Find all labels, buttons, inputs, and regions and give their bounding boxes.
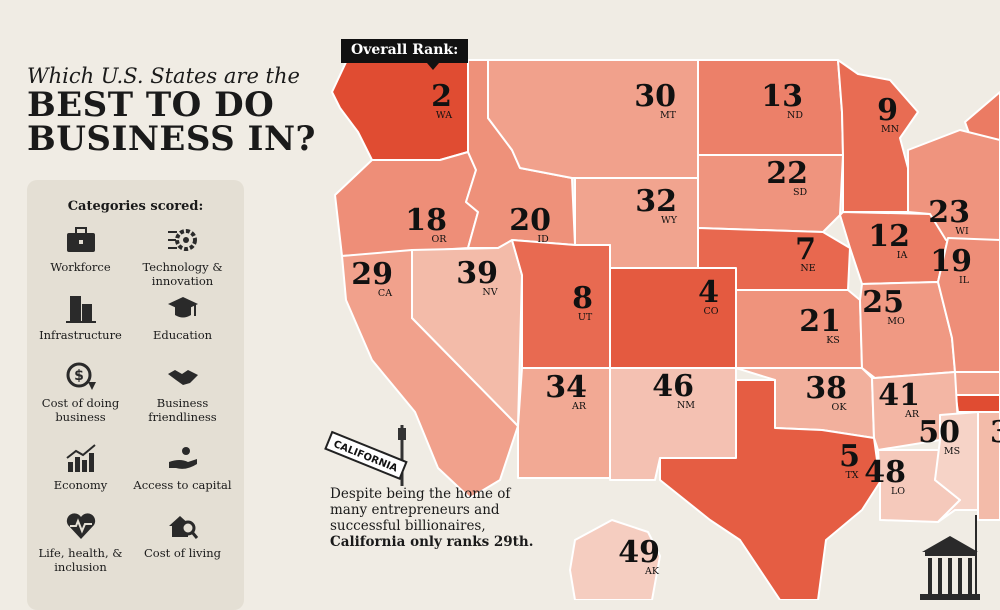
state-abbr-9: AR	[571, 401, 587, 412]
state-abbr-0: WA	[436, 110, 452, 121]
state-abbr-22: WI	[955, 226, 969, 237]
gear-circuit-icon	[167, 229, 197, 251]
state-abbr-23: IL	[959, 275, 970, 286]
overall-rank-badge: Overall Rank:	[341, 39, 469, 70]
state-abbr-6: WY	[661, 215, 678, 226]
svg-text:$: $	[74, 368, 84, 384]
title-line-2: BUSINESS IN?	[27, 119, 316, 159]
state-ut-7	[511, 239, 611, 369]
briefcase-icon	[66, 227, 95, 252]
categories-panel: Categories scored: Workforce Technology …	[27, 180, 244, 610]
dollar-coin-icon: $	[66, 362, 96, 390]
state-rank-16: 5	[839, 439, 860, 474]
category-access-to-capital: Access to capital	[130, 442, 235, 492]
category-education: Education	[130, 292, 235, 342]
state-rank-6: 32	[635, 184, 677, 219]
state-rank-5: 30	[634, 79, 676, 114]
state-rank-19: 25	[862, 285, 904, 320]
state-rank-18: 12	[868, 219, 910, 254]
category-infrastructure: Infrastructure	[28, 292, 133, 342]
state-rank-25: 49	[618, 535, 660, 570]
state-rank-12: 22	[766, 156, 808, 191]
state-abbr-18: IA	[897, 250, 908, 261]
california-callout: Despite being the home of many entrepren…	[330, 486, 545, 550]
state-rank-23: 19	[930, 244, 972, 279]
state-rank-9: 34	[545, 370, 587, 405]
callout-text: Despite being the home of many entrepren…	[330, 486, 511, 534]
heart-pulse-icon	[66, 513, 95, 539]
hand-coins-icon	[168, 447, 197, 469]
category-economy: Economy	[28, 442, 133, 492]
state-rank-24: 50	[918, 415, 960, 450]
state-ky-partial	[954, 371, 1000, 396]
state-abbr-3: NV	[482, 287, 497, 298]
state-rank-1: 18	[405, 203, 447, 238]
state-rank-13: 7	[795, 232, 816, 267]
category-workforce: Workforce	[28, 224, 133, 274]
title-line-1: BEST TO DO	[27, 85, 275, 125]
category-cost-of-living: Cost of living	[130, 510, 235, 560]
state-rank-15: 38	[805, 371, 847, 406]
state-abbr-19: MO	[887, 316, 905, 327]
graduation-cap-icon	[167, 297, 198, 318]
state-rank-8: 4	[698, 275, 719, 310]
state-ar-20	[871, 371, 959, 451]
state-abbr-8: CO	[703, 306, 718, 317]
state-rank-14: 21	[799, 304, 841, 339]
handshake-icon	[167, 370, 198, 385]
state-abbr-24: MS	[944, 446, 960, 457]
state-ar-9	[517, 367, 611, 479]
title-block: Which U.S. States are the BEST TO DO BUS…	[27, 64, 327, 156]
bar-chart-icon	[65, 444, 96, 472]
state-rank-4: 20	[509, 203, 551, 238]
state-abbr-15: OK	[832, 402, 848, 413]
state-abbr-25: AK	[644, 566, 660, 577]
category-business-friendliness: Business friendliness	[130, 360, 235, 424]
state-rank-20: 41	[878, 378, 920, 413]
categories-title: Categories scored:	[67, 199, 204, 214]
state-abbr-5: MT	[660, 110, 677, 121]
state-abbr-12: SD	[793, 187, 808, 198]
state-rank-3: 39	[456, 256, 498, 291]
state-ms-24	[934, 411, 979, 523]
state-abbr-1: OR	[432, 234, 448, 245]
state-rank-7: 8	[572, 281, 593, 316]
state-abbr-11: ND	[787, 110, 803, 121]
state-mn-17	[837, 59, 919, 213]
category-life-health-inclusion: Life, health, & inclusion	[28, 510, 133, 574]
state-rank-11: 13	[761, 79, 803, 114]
house-magnifier-icon	[168, 516, 198, 539]
state-tx-16	[659, 379, 881, 600]
state-sd-12	[697, 154, 844, 233]
state-abbr-21: LO	[891, 486, 905, 497]
subtitle: Which U.S. States are the	[27, 64, 300, 88]
state-abbr-17: MN	[881, 124, 899, 135]
state-rank-10: 46	[652, 369, 694, 404]
state-abbr-10: NM	[677, 400, 695, 411]
callout-bold: California only ranks 29th.	[330, 534, 534, 550]
state-rank-2: 29	[351, 257, 393, 292]
street-sign-icon: CALIFORNIA	[324, 425, 408, 486]
state-abbr-2: CA	[378, 288, 392, 299]
category-cost-of-doing-business: $ Cost of doing business	[28, 360, 133, 424]
state-wi-22	[907, 129, 1000, 241]
state-ak-25	[569, 519, 661, 600]
state-abbr-7: UT	[578, 312, 593, 323]
buildings-icon	[65, 296, 96, 323]
state-abbr-4: ID	[537, 234, 549, 245]
state-abbr-13: NE	[800, 263, 815, 274]
state-abbr-14: KS	[826, 335, 840, 346]
category-technology: Technology & innovation	[130, 224, 235, 288]
state-rank-partial: 3	[990, 415, 1000, 450]
state-rank-0: 2	[431, 79, 452, 114]
state-rank-21: 48	[864, 455, 906, 490]
state-abbr-16: TX	[845, 470, 858, 481]
state-il-23	[937, 237, 1000, 373]
state-rank-22: 23	[928, 195, 970, 230]
courthouse-icon	[920, 515, 980, 600]
state-rank-17: 9	[877, 93, 898, 128]
state-abbr-20: AR	[904, 409, 920, 420]
